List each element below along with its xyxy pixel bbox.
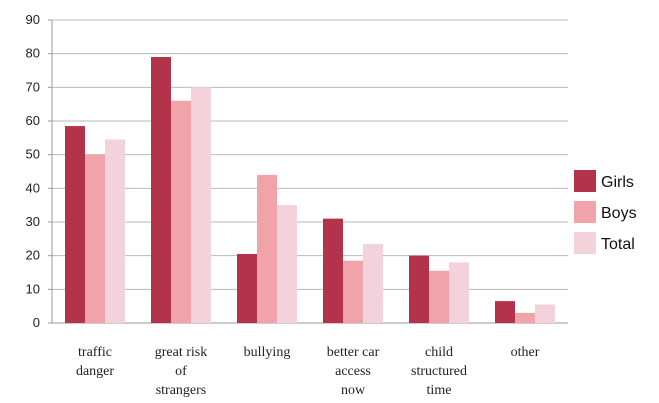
y-tick-label-50: 50: [26, 147, 40, 162]
bar-girls-4: [409, 255, 429, 323]
grid-lines: [52, 19, 568, 290]
y-tick-label-40: 40: [26, 180, 40, 195]
y-tick-label-10: 10: [26, 281, 40, 296]
y-tick-label-30: 30: [26, 214, 40, 229]
bar-boys-0: [85, 154, 105, 323]
bar-girls-1: [151, 57, 171, 324]
bar-total-2: [277, 205, 297, 323]
bar-girls-0: [65, 126, 85, 323]
legend: Girls Boys Total: [574, 170, 637, 254]
y-tick-label-60: 60: [26, 113, 40, 128]
bar-boys-2: [257, 174, 277, 323]
y-tick-label-90: 90: [26, 12, 40, 27]
bar-girls-5: [495, 301, 515, 323]
legend-swatch-total: [574, 232, 596, 254]
bar-boys-1: [171, 100, 191, 323]
y-tick-labels: 0 10 20 30 40 50 60 70 80 90: [26, 12, 40, 330]
legend-swatch-boys: [574, 201, 596, 223]
bar-total-5: [535, 304, 555, 323]
axes: [48, 19, 568, 324]
bar-boys-5: [515, 312, 535, 323]
legend-label-boys: Boys: [601, 205, 637, 222]
bar-total-3: [363, 243, 383, 323]
bar-girls-2: [237, 253, 257, 323]
category-labels: traffic danger great risk of strangers bullyi…: [76, 345, 540, 398]
category-label-0: traffic danger: [76, 345, 114, 379]
y-tick-label-70: 70: [26, 79, 40, 94]
legend-swatch-girls: [574, 170, 596, 192]
category-label-2: bullying: [244, 345, 291, 360]
y-tick-label-20: 20: [26, 248, 40, 263]
bars: [65, 57, 555, 324]
bar-boys-4: [429, 270, 449, 323]
category-label-1: great risk of strangers: [155, 345, 207, 398]
bar-girls-3: [323, 218, 343, 323]
bar-total-0: [105, 139, 125, 323]
y-tick-label-0: 0: [33, 315, 40, 330]
bar-boys-3: [343, 260, 363, 323]
category-label-5: other: [511, 345, 540, 360]
y-tick-label-80: 80: [26, 46, 40, 61]
legend-label-girls: Girls: [601, 174, 634, 191]
category-label-4: child structured time: [411, 345, 467, 398]
bar-total-1: [191, 87, 211, 323]
legend-label-total: Total: [601, 236, 635, 253]
bar-total-4: [449, 262, 469, 323]
category-label-3: better car access now: [327, 345, 380, 398]
